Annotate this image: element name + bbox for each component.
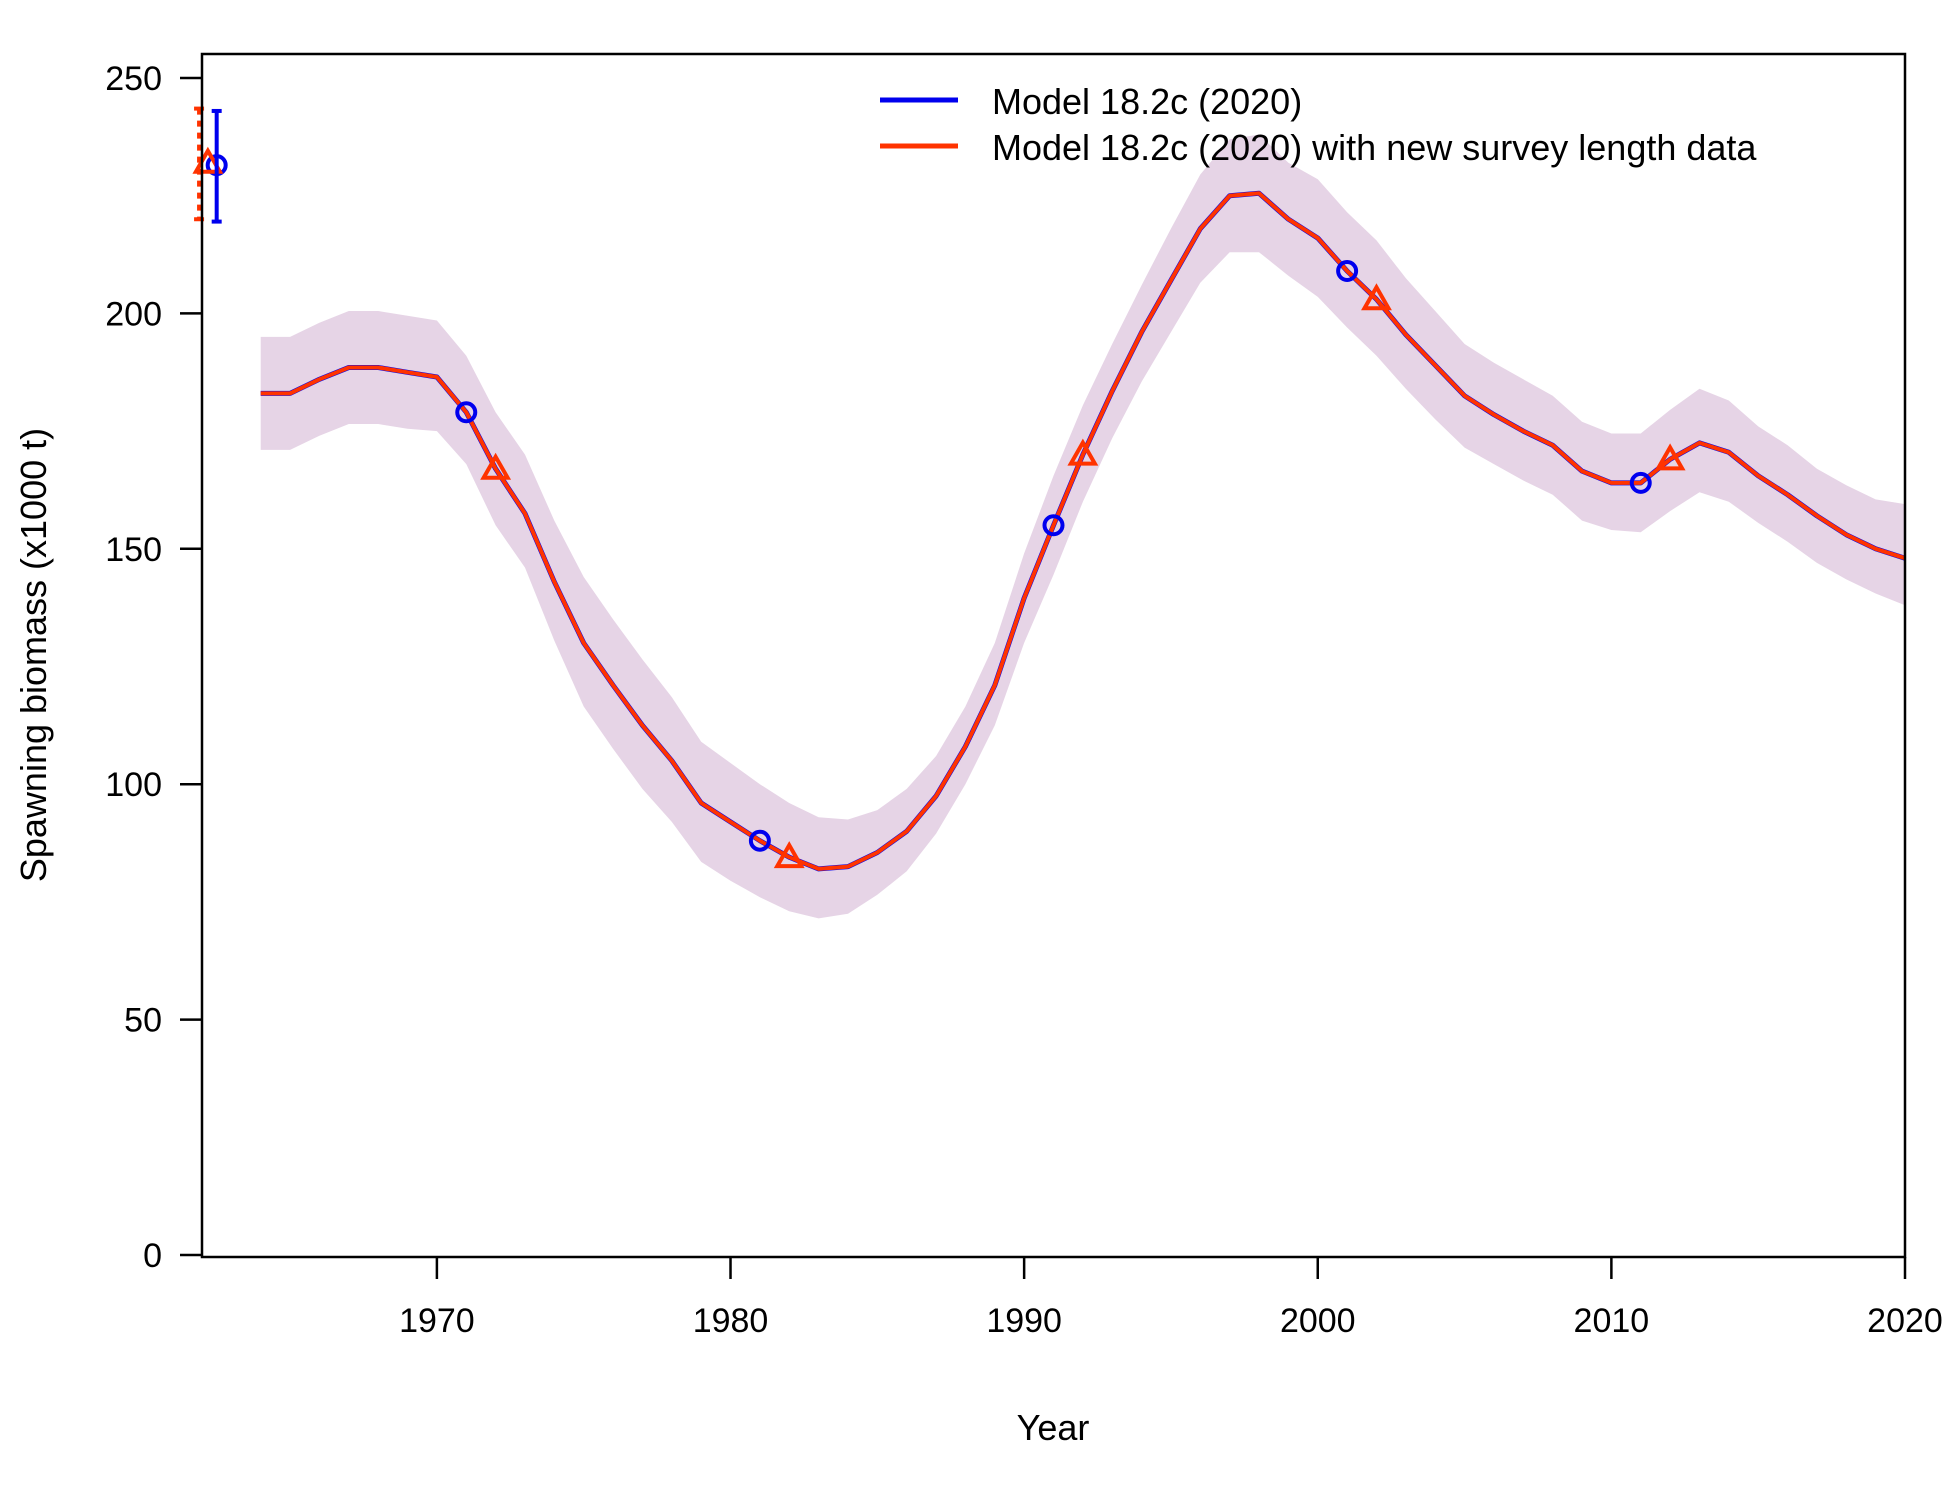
y-axis-title: Spawning biomass (x1000 t): [13, 428, 54, 882]
series-1-marker-5: [1336, 260, 1359, 283]
legend: Model 18.2c (2020) Model 18.2c (2020) wi…: [880, 81, 1757, 168]
series-2-marker-6: [1654, 443, 1686, 471]
series-1-marker-6: [1629, 471, 1652, 494]
initial-estimate-errorbar-1: [211, 108, 222, 224]
legend-label-series-2: Model 18.2c (2020) with new survey lengt…: [992, 127, 1757, 168]
x-tick-label-2020: 2020: [1867, 1302, 1943, 1340]
x-axis: 1970 1980 1990 2000 2010 2020: [399, 1257, 1943, 1340]
series-2-marker-5: [1361, 283, 1392, 311]
x-tick-label-2010: 2010: [1574, 1302, 1650, 1340]
series-1-marker-2: [455, 401, 478, 424]
y-tick-label-250: 250: [105, 60, 162, 98]
series-2-marker-2: [480, 452, 512, 480]
y-tick-label-50: 50: [124, 1002, 162, 1040]
y-axis: 0 50 100 150 200 250: [105, 60, 202, 1275]
x-axis-title: Year: [1017, 1407, 1090, 1448]
series-1-marker-3: [748, 829, 771, 852]
x-tick-label-1970: 1970: [399, 1302, 475, 1340]
series-2-marker-3: [773, 841, 805, 869]
confidence-band: [260, 134, 1906, 919]
initial-estimate-errorbars: [194, 106, 222, 224]
confidence-band-layer: [260, 134, 1906, 919]
legend-label-series-1: Model 18.2c (2020): [992, 81, 1302, 122]
y-tick-label-150: 150: [105, 531, 162, 569]
y-tick-label-200: 200: [105, 295, 162, 333]
x-tick-label-2000: 2000: [1280, 1302, 1356, 1340]
y-tick-label-0: 0: [143, 1237, 162, 1275]
series-1-marker-4: [1042, 514, 1065, 537]
plot-frame: [200, 52, 1907, 1259]
y-tick-label-100: 100: [105, 766, 162, 804]
x-tick-label-1980: 1980: [693, 1302, 769, 1340]
series-2-marker-4: [1067, 438, 1099, 466]
x-tick-label-1990: 1990: [986, 1302, 1062, 1340]
